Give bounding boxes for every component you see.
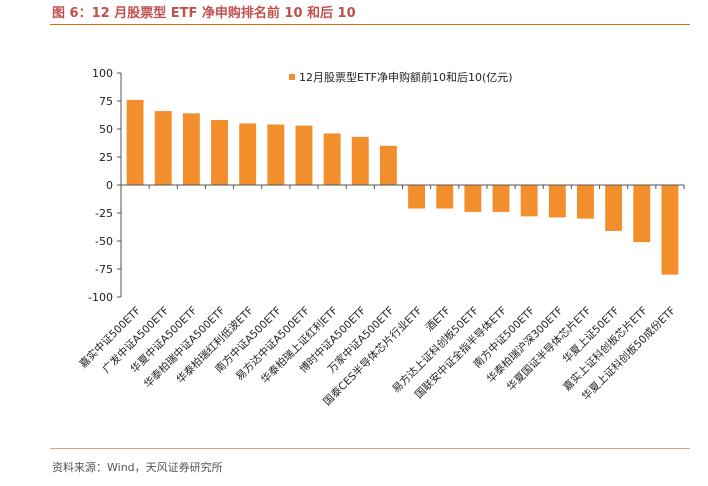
bar	[436, 185, 454, 209]
bar	[661, 185, 679, 275]
bar	[492, 185, 510, 212]
bar	[295, 125, 313, 185]
x-axis	[120, 184, 685, 189]
bar	[605, 185, 623, 231]
bar	[408, 185, 426, 209]
y-tick-label: 0	[106, 179, 113, 192]
title-rule	[50, 24, 690, 25]
source-note: 资料来源：Wind，天风证券研究所	[52, 461, 223, 474]
bar	[154, 111, 172, 185]
y-tick-label: -100	[88, 291, 113, 304]
legend-swatch	[289, 74, 295, 80]
source-rule	[50, 448, 690, 449]
y-tick-label: -50	[95, 235, 113, 248]
y-tick-label: 75	[99, 95, 113, 108]
category-labels: 嘉实中证500ETF广发中证A500ETF华夏中证A500ETF华泰柏瑞中证A5…	[77, 304, 678, 408]
bar	[464, 185, 482, 212]
bar	[323, 133, 341, 185]
bars	[126, 99, 679, 275]
bar	[520, 185, 538, 217]
y-tick-label: 100	[92, 67, 113, 80]
y-tick-label: 25	[99, 151, 113, 164]
bar	[182, 113, 200, 185]
legend: 12月股票型ETF净申购额前10和后10(亿元)	[289, 70, 513, 84]
bar	[351, 136, 369, 185]
bar	[239, 123, 257, 185]
y-tick-label: -75	[95, 263, 113, 276]
bar	[548, 185, 566, 218]
figure-title: 图 6：12 月股票型 ETF 净申购排名前 10 和后 10	[52, 6, 356, 21]
bar	[379, 145, 397, 185]
y-tick-label: 50	[99, 123, 113, 136]
bar	[633, 185, 651, 243]
bar	[126, 99, 144, 185]
y-tick-label: -25	[95, 207, 113, 220]
bar	[577, 185, 594, 219]
bar	[267, 124, 285, 185]
y-axis: 100 75 50 25 0 -25 -50 -75 -100	[88, 67, 122, 304]
legend-label: 12月股票型ETF净申购额前10和后10(亿元)	[299, 70, 513, 84]
bar	[211, 120, 228, 185]
